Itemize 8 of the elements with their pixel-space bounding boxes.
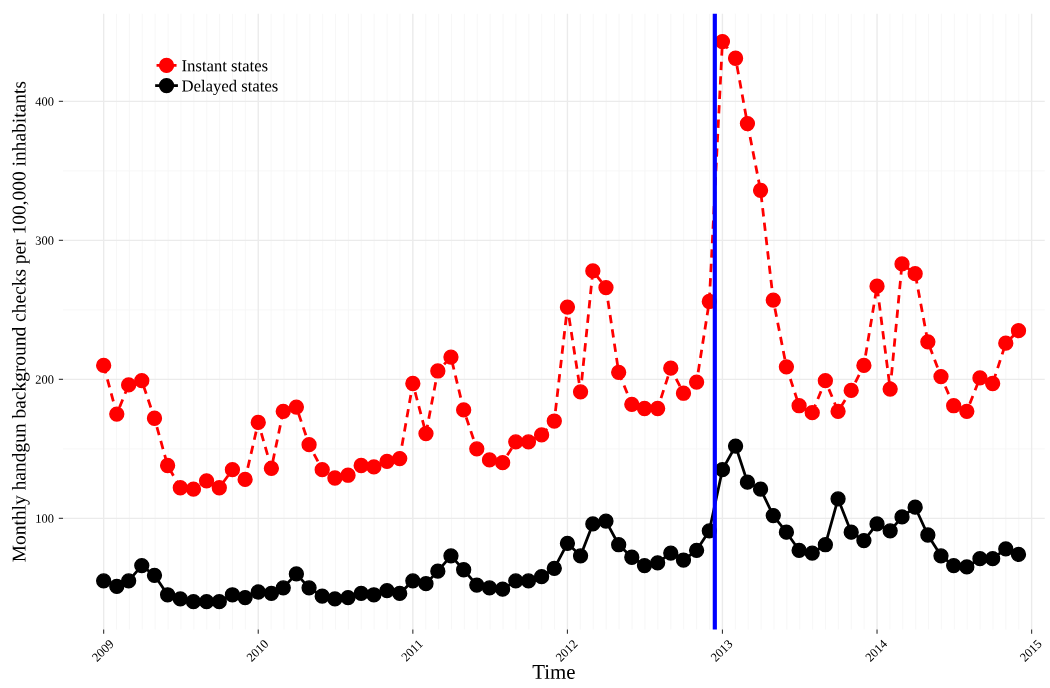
y-tick-label: 200 bbox=[35, 375, 54, 384]
y-tick-label: 300 bbox=[35, 236, 54, 245]
y-tick-label: 100 bbox=[36, 514, 54, 523]
y-axis-title: Monthly handgun background checks per 100,000 inhabitants bbox=[11, 81, 30, 562]
x-axis-title: Time bbox=[532, 664, 575, 679]
legend-label: Instant states bbox=[182, 60, 268, 72]
legend-label: Delayed states bbox=[182, 79, 278, 96]
y-tick-label: 400 bbox=[35, 97, 54, 106]
